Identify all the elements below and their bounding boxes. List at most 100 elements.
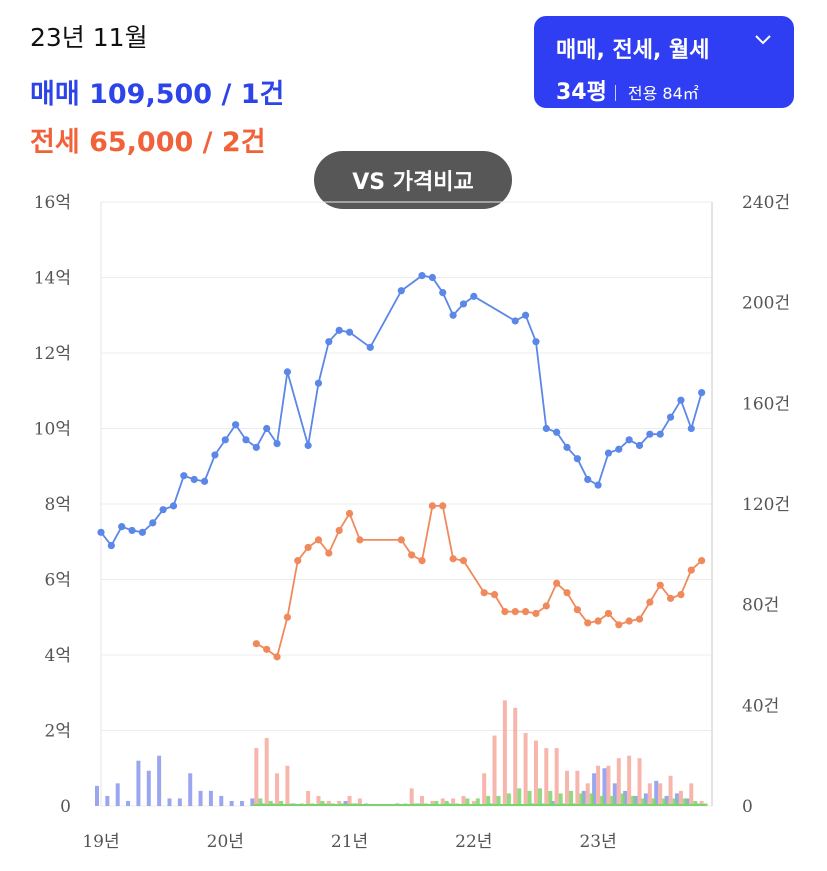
jeonse-price-point [553,579,561,587]
sale-price-point [615,445,623,453]
rent-volume-bar [631,795,636,806]
sale-price-point [470,292,478,300]
sale-price-point [345,328,354,336]
jeonse-volume-bar [264,738,269,806]
jeonse-volume-bar [544,748,549,806]
volume-bars [95,700,708,806]
y-tick-label-right: 240건 [742,193,790,213]
x-tick-label: 20년 [207,832,244,852]
y-tick-label-left: 10억 [34,420,71,440]
sale-price-summary: 매매 109,500 / 1건 [30,79,285,110]
rent-volume-bar [610,795,615,806]
rent-volume-bar [320,800,325,806]
y-tick-label-right: 80건 [742,596,779,616]
jeonse-price-point [397,536,405,544]
period-label: 23년 11월 [30,23,148,52]
jeonse-price-point [294,557,302,565]
jeonse-volume-bar [606,765,611,806]
y-tick-label-left: 8억 [45,495,71,515]
rent-volume-bar [299,803,304,806]
y-tick-label-left: 2억 [45,722,71,742]
jeonse-volume-bar [440,798,445,806]
sale-price-line [100,274,703,548]
sale-price-point [128,526,136,535]
sale-volume-bar [167,798,172,806]
sale-price-point [521,311,530,319]
sale-price-point [138,528,147,536]
chevron-down-icon [754,30,772,51]
sale-price-point [200,477,209,485]
sale-volume-bar [198,790,203,806]
sale-price-point [439,289,447,297]
jeonse-price-line [255,504,703,659]
sale-price-point [283,368,292,376]
chart-grid [100,201,713,807]
sale-volume-bar [126,800,131,806]
rent-volume-bar [289,803,294,806]
jeonse-price-point [625,617,633,625]
jeonse-price-point [325,549,333,557]
rent-volume-bar [403,803,408,806]
jeonse-price-point [521,607,530,616]
sale-volume-bar [291,803,296,806]
sale-price-point [698,389,706,397]
jeonse-volume-bar [554,748,559,806]
y-tick-label-right: 120건 [742,495,790,515]
deal-type-area-filter-button[interactable]: 매매, 전세, 월세 34평 전용 84㎡ [534,16,794,108]
sale-volume-bar [664,795,669,806]
jeonse-volume-bar [585,783,590,806]
jeonse-price-point [459,557,468,565]
y-tick-label-left: 12억 [34,344,71,364]
jeonse-price-summary: 전세 65,000 / 2건 [30,127,266,158]
sale-volume-bar [540,803,545,806]
sale-price-point [563,443,571,451]
sale-volume-bar [343,800,348,806]
jeonse-price-point [646,598,654,606]
sale-price-point [532,338,540,346]
jeonse-price-point [490,591,499,599]
sale-price-point [242,436,250,444]
y-tick-label-left: 0 [60,797,71,817]
sale-price-point [107,541,115,550]
sale-volume-bar [395,803,400,806]
jeonse-volume-bar [482,773,487,806]
sale-price-point [180,472,188,480]
sale-volume-bar [95,785,99,806]
sale-price-point [263,424,271,433]
sale-price-point [573,455,581,463]
sale-volume-bar [250,798,255,806]
jeonse-volume-bar [533,740,538,806]
jeonse-volume-bar [689,783,694,806]
sale-volume-bar [353,803,358,806]
sale-price-point [459,300,468,308]
rent-volume-bar [444,800,449,806]
x-tick-label: 23년 [579,832,616,852]
sale-price-point [149,519,157,527]
sale-volume-bar [488,803,493,806]
jeonse-volume-bar [637,758,642,806]
sale-price-point [366,343,374,351]
jeonse-volume-bar [502,700,507,806]
rent-volume-bar [527,790,532,806]
sale-price-point [159,506,167,514]
rent-volume-bar [579,793,584,806]
sale-volume-bar [322,803,327,806]
sale-volume-bar [271,803,276,806]
jeonse-volume-bar [647,783,652,806]
sale-price-point [635,441,644,450]
x-tick-label: 22년 [455,832,492,852]
jeonse-price-point [501,607,509,616]
price-lines [97,272,706,661]
jeonse-volume-bar [658,783,663,806]
jeonse-price-point [273,653,281,661]
sale-volume-bar [643,793,648,806]
sale-price-point [211,451,219,459]
sale-volume-bar [115,783,120,806]
sale-volume-bar [674,793,679,806]
price-compare-button[interactable]: VS 가격비교 [314,151,512,209]
jeonse-price-point [480,589,488,597]
divider [614,85,616,101]
jeonse-volume-bar [616,758,621,806]
sale-price-point [418,272,426,280]
sale-volume-bar [136,760,141,806]
